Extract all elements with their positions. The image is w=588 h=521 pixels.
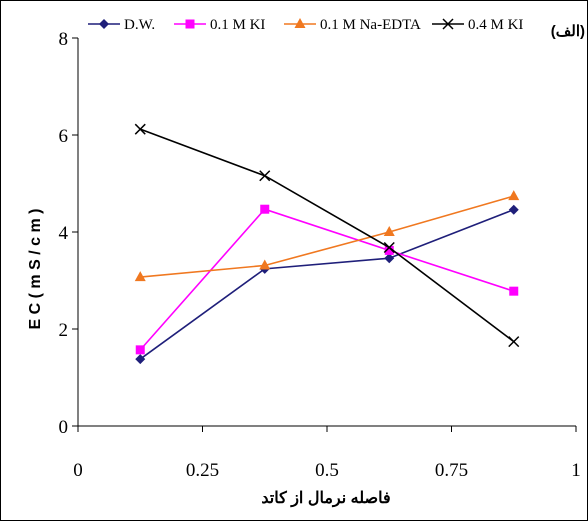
y-tick-label: 0 [59,417,69,438]
legend-label: 0.4 M KI [468,17,523,33]
legend-item: 0.1 M Na-EDTA [284,17,421,33]
data-point [383,241,395,254]
legend-item: 0.4 M KI [432,17,523,33]
y-tick-label: 4 [59,223,69,244]
data-point [509,286,519,296]
legend-marker [294,18,306,28]
series-0-1-m-ki [135,204,519,355]
legend-label: D.W. [124,17,155,33]
series-line [140,195,514,278]
x-tick-label: 0.75 [435,460,468,481]
axes [77,38,576,427]
data-point [508,204,519,215]
series-0-1-m-na-edta [134,190,520,282]
x-tick-label: 1 [571,460,581,481]
x-axis-label: فاصله نرمال از کاتد [261,490,390,508]
series-line [139,208,515,360]
data-point [508,336,520,348]
series-layer [134,123,520,365]
data-point [384,245,394,255]
data-point [135,354,146,365]
legend-item: 0.1 M KI [174,17,265,33]
data-point [260,204,270,214]
legend-label: 0.1 M Na-EDTA [320,17,421,33]
data-point [259,170,271,182]
data-point [508,190,520,201]
legend-marker [99,19,109,29]
legend-marker [442,18,454,30]
series-d-w- [135,204,519,365]
data-point [383,226,395,236]
y-ticks: 0 2 4 6 8 [59,29,78,438]
y-tick-label: 6 [59,126,69,147]
data-point [134,123,146,135]
legend: D.W. 0.1 M KI 0.1 M Na-EDTA 0.4 M KI [88,17,523,33]
data-point [135,345,145,355]
x-tick-label: 0 [73,460,83,481]
y-tick-label: 8 [59,29,69,50]
data-point [384,253,395,264]
series-line [139,128,515,343]
data-point [259,259,271,270]
series-0-4-m-ki [134,123,520,348]
x-ticks: 0 0.25 0.5 0.75 1 [73,426,581,481]
y-axis-label: E C ( m S / c m ) [27,209,44,330]
legend-marker [185,19,195,29]
legend-label: 0.1 M KI [210,17,265,33]
series-line [139,208,514,351]
data-point [134,271,146,282]
y-tick-label: 2 [59,320,69,341]
legend-item: D.W. [88,17,155,33]
panel-label: (الف) [551,23,585,40]
x-tick-label: 0.25 [186,460,219,481]
x-tick-label: 0.5 [315,460,339,481]
